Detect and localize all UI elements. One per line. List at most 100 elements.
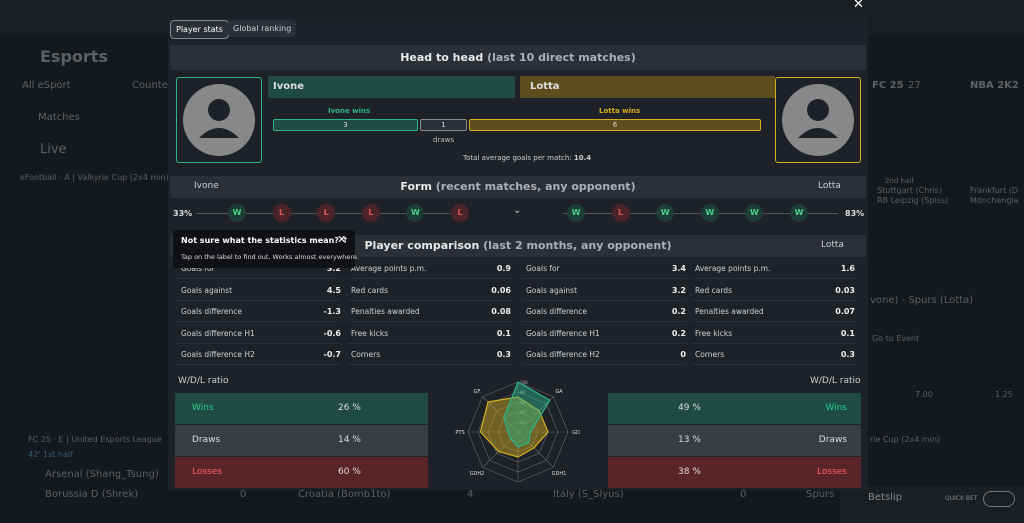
stat-value: 4.5 [326, 285, 341, 295]
wins-label: Lotta wins [599, 107, 641, 115]
stat-label: Goals difference H2 [526, 350, 600, 359]
row-line [691, 342, 855, 344]
tab[interactable]: FC 25 [872, 80, 904, 91]
stat-label: Goals against [181, 285, 233, 295]
tab[interactable]: NBA 2K2 [970, 80, 1019, 91]
radar-area [479, 396, 549, 458]
row-line [347, 299, 511, 301]
stat-value: -0.6 [323, 328, 342, 338]
stat-value: 0 [680, 350, 686, 359]
form-result: L [361, 204, 380, 222]
axis-label: GD [572, 430, 580, 436]
tooltip: Not sure what the statistics mean? ↑ Tap… [173, 230, 359, 268]
stat-value: -1.3 [323, 307, 342, 316]
match-time: 2nd half [885, 177, 914, 185]
score: 0 [240, 489, 247, 500]
stat-label: Free kicks [351, 328, 389, 338]
matches-button[interactable]: Matches [38, 112, 80, 123]
spoke [517, 396, 554, 433]
wdl-label: Wins [825, 403, 847, 413]
tab-count: 27 [908, 80, 921, 91]
form-result: W [567, 204, 585, 222]
tooltip-close[interactable]: ✕ [337, 233, 347, 246]
row-line [522, 299, 686, 301]
row-line [691, 321, 855, 322]
axis-label: GDH1 [552, 471, 567, 477]
wins-label: Ivone wins [328, 107, 371, 115]
toggle[interactable] [983, 491, 1015, 507]
betslip[interactable]: Betslip [868, 492, 903, 503]
filter[interactable]: Counter [132, 80, 172, 91]
form-result: W [790, 204, 808, 222]
stat-value: 0.1 [496, 328, 511, 338]
stat-value: -0.7 [323, 350, 342, 359]
wdl-label: Draws [818, 435, 847, 445]
row-line [522, 342, 686, 344]
comparison-title: Player comparison [364, 239, 480, 252]
wdl-row [175, 393, 428, 424]
stat-value: 0.08 [491, 307, 511, 316]
live-heading: Live [40, 142, 67, 157]
team: Stuttgart (Chris) [877, 186, 943, 195]
player-name: Lotta [520, 76, 775, 98]
section-title: Esports [40, 47, 108, 66]
avg-label: Total average goals per match: [463, 154, 572, 162]
avg-value: 10.4 [573, 154, 592, 162]
tab[interactable]: Player stats [170, 20, 229, 39]
quick-bet[interactable]: QUICK BET [945, 495, 978, 502]
row-line [522, 364, 686, 365]
odd[interactable]: 1.25 [995, 390, 1013, 399]
form-result: W [745, 204, 764, 222]
axis-label: GDH2 [470, 471, 485, 477]
avg-goals: Total average goals per match: 10.4 [463, 154, 591, 162]
form-result: L [611, 204, 630, 222]
tooltip-text: Tap on the label to find out. Works almo… [181, 253, 359, 261]
stat-value: 0.1 [840, 328, 855, 338]
wdl-row [175, 425, 428, 456]
stat-value: 0.3 [840, 350, 855, 359]
wdl-label: Wins [192, 403, 214, 413]
stat-label: Red cards [351, 285, 388, 295]
tab[interactable]: Global ranking [228, 20, 297, 37]
player-name: Ivone [194, 181, 219, 191]
row-line [691, 299, 855, 301]
wdl-value: 13 % [678, 435, 701, 445]
form-result: W [228, 204, 246, 222]
row-line [177, 299, 341, 301]
row-line [177, 364, 341, 365]
go-to-event[interactable]: Go to Event [872, 334, 920, 343]
expand[interactable]: ⌄ [513, 205, 522, 216]
form-pct: 83% [845, 209, 865, 218]
row-line [691, 364, 855, 365]
axis-label: GF [474, 389, 481, 395]
stat-label: Average points p.m. [351, 264, 427, 273]
row-line [177, 278, 341, 279]
stat-label: Goals for [526, 264, 560, 273]
wdl-value: 49 % [678, 403, 701, 413]
league: FC 25 · E | United Esports League [28, 435, 162, 444]
team: Borussia D (Shrek) [45, 489, 139, 500]
h2h-bar: 3 [273, 119, 418, 131]
wdl-label: Draws [192, 435, 221, 445]
odd[interactable]: 7.00 [915, 390, 933, 399]
filter[interactable]: All eSport [22, 80, 71, 91]
team: Spurs [806, 489, 835, 500]
avatar [176, 77, 262, 163]
radar-area [503, 381, 551, 448]
stat-label: Average points p.m. [695, 264, 771, 273]
stat-label: Goals for [181, 264, 215, 273]
close-modal[interactable]: ✕ [853, 0, 864, 12]
event: vone) - Spurs (Lotta) [870, 295, 974, 306]
row-line [347, 321, 511, 322]
h2h-title: Head to head [400, 51, 484, 64]
form-result: L [317, 204, 336, 222]
score: 0 [740, 489, 747, 500]
stat-label: Corners [351, 350, 381, 359]
form-result: L [272, 204, 291, 222]
stat-label: Corners [695, 350, 725, 359]
comparison-subtitle: (last 2 months, any opponent) [483, 239, 672, 252]
form-title: Form [400, 180, 432, 193]
wdl-value: 60 % [338, 467, 361, 477]
form-subtitle: (recent matches, any opponent) [435, 180, 636, 193]
